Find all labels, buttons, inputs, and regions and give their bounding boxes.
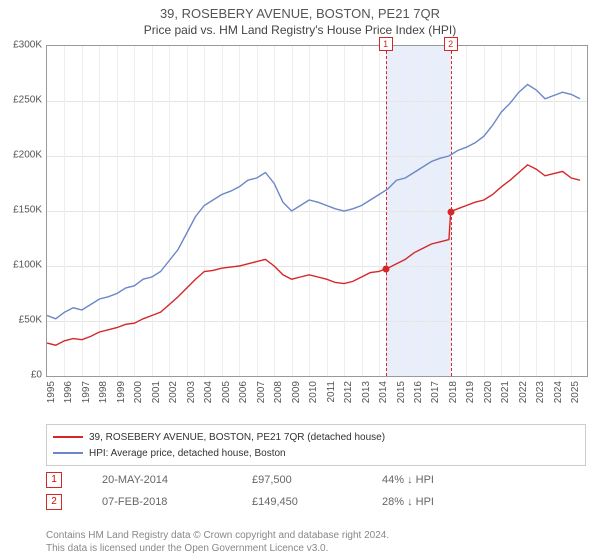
footer-line1: Contains HM Land Registry data © Crown c… — [46, 530, 389, 541]
x-axis-label: 2001 — [151, 381, 162, 411]
sale-price: £149,450 — [252, 496, 342, 508]
x-axis-label: 2010 — [308, 381, 319, 411]
y-axis-label: £0 — [2, 370, 42, 381]
x-axis-label: 2023 — [535, 381, 546, 411]
x-axis-label: 2015 — [396, 381, 407, 411]
x-axis-label: 2007 — [256, 381, 267, 411]
x-axis-label: 2013 — [361, 381, 372, 411]
sale-row: 1 20-MAY-2014 £97,500 44% ↓ HPI — [46, 472, 434, 488]
x-axis-label: 2020 — [483, 381, 494, 411]
legend-swatch — [53, 452, 83, 454]
legend-box: 39, ROSEBERY AVENUE, BOSTON, PE21 7QR (d… — [46, 424, 586, 466]
chart-container: 39, ROSEBERY AVENUE, BOSTON, PE21 7QR Pr… — [0, 0, 600, 560]
x-axis-label: 1998 — [98, 381, 109, 411]
y-axis-label: £100K — [2, 260, 42, 271]
legend-label: HPI: Average price, detached house, Bost… — [89, 448, 286, 459]
x-axis-label: 2025 — [570, 381, 581, 411]
x-axis-label: 2012 — [343, 381, 354, 411]
plot-area: 12 — [46, 45, 588, 377]
series-hpi — [47, 85, 580, 319]
x-axis-label: 2002 — [168, 381, 179, 411]
x-axis-label: 2011 — [326, 381, 337, 411]
x-axis-label: 1997 — [81, 381, 92, 411]
sale-delta: 44% ↓ HPI — [382, 474, 434, 486]
legend-swatch — [53, 436, 83, 438]
y-axis-label: £200K — [2, 150, 42, 161]
x-axis-label: 1995 — [46, 381, 57, 411]
chart-title-line2: Price paid vs. HM Land Registry's House … — [0, 21, 600, 37]
x-axis-label: 2014 — [378, 381, 389, 411]
y-axis-label: £250K — [2, 95, 42, 106]
sale-row-marker: 2 — [46, 494, 62, 510]
x-axis-label: 2005 — [221, 381, 232, 411]
y-axis-label: £300K — [2, 40, 42, 51]
sale-date: 07-FEB-2018 — [102, 496, 212, 508]
x-axis-label: 2021 — [500, 381, 511, 411]
legend-item: 39, ROSEBERY AVENUE, BOSTON, PE21 7QR (d… — [53, 429, 579, 445]
legend-item: HPI: Average price, detached house, Bost… — [53, 445, 579, 461]
x-axis-label: 2018 — [448, 381, 459, 411]
x-axis-label: 2004 — [203, 381, 214, 411]
x-axis-label: 2017 — [430, 381, 441, 411]
x-axis-label: 2024 — [553, 381, 564, 411]
x-axis-label: 2009 — [291, 381, 302, 411]
sale-price: £97,500 — [252, 474, 342, 486]
sale-delta: 28% ↓ HPI — [382, 496, 434, 508]
sale-row-marker: 1 — [46, 472, 62, 488]
footer-line2: This data is licensed under the Open Gov… — [46, 543, 328, 554]
x-axis-label: 1996 — [63, 381, 74, 411]
y-axis-label: £150K — [2, 205, 42, 216]
sale-dot — [382, 265, 389, 272]
x-axis-label: 2003 — [186, 381, 197, 411]
x-axis-label: 2022 — [518, 381, 529, 411]
chart-title-line1: 39, ROSEBERY AVENUE, BOSTON, PE21 7QR — [0, 0, 600, 21]
x-axis-label: 2008 — [273, 381, 284, 411]
sale-dot — [447, 208, 454, 215]
y-axis-label: £50K — [2, 315, 42, 326]
x-axis-label: 2019 — [465, 381, 476, 411]
sale-row: 2 07-FEB-2018 £149,450 28% ↓ HPI — [46, 494, 434, 510]
x-axis-label: 2006 — [238, 381, 249, 411]
series-property — [47, 165, 580, 345]
sale-date: 20-MAY-2014 — [102, 474, 212, 486]
x-axis-label: 2016 — [413, 381, 424, 411]
x-axis-label: 1999 — [116, 381, 127, 411]
legend-label: 39, ROSEBERY AVENUE, BOSTON, PE21 7QR (d… — [89, 432, 385, 443]
chart-lines-svg — [47, 46, 587, 376]
x-axis-label: 2000 — [133, 381, 144, 411]
